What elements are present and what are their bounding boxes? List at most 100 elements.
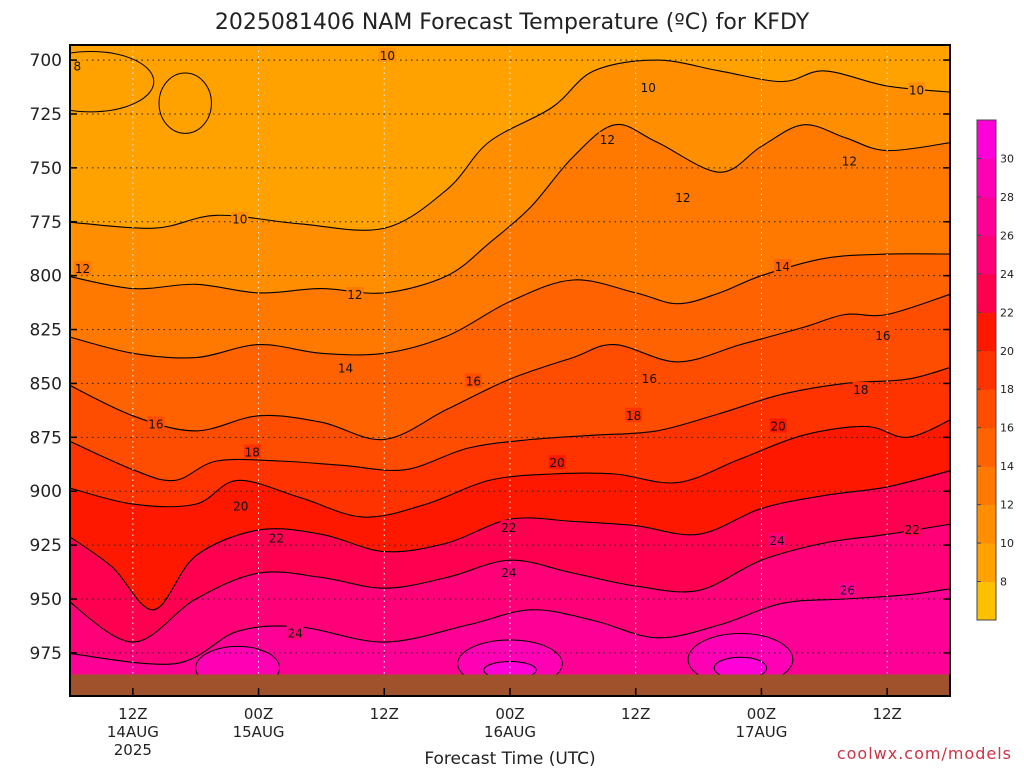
colorbar-swatch-2 [977,504,996,544]
contour-label-bg-9 [346,287,364,302]
colorbar-swatch-12 [977,120,996,159]
contour-label-bg-0 [72,58,83,73]
x-tick-date-3: 16AUG [484,723,536,741]
colorbar-swatch-8 [977,273,996,313]
contour-label-26: 24 [770,534,785,548]
cool-pocket-1 [158,72,212,134]
contour-label-bg-1 [378,47,396,62]
y-tick-label-925: 925 [30,536,62,556]
colorbar: 8 10 12 14 16 18 20 22 24 26 28 30 [976,119,1014,621]
contour-label-10: 14 [338,361,353,375]
contour-label-9: 12 [347,288,362,302]
contour-label-bg-24 [903,522,921,537]
y-tick-label-875: 875 [30,428,62,448]
contour-label-0: 8 [74,60,82,74]
contour-label-24: 22 [905,523,920,537]
contour-label-15: 16 [148,417,163,431]
contour-label-bg-6 [598,131,616,146]
x-tick-year-0: 2025 [114,741,152,759]
x-tick-label-5: 00Z [747,705,776,723]
contour-label-11: 14 [775,260,790,274]
y-tick-label-825: 825 [30,321,62,341]
contour-label-bg-15 [147,416,165,431]
contour-label-25: 24 [501,566,516,580]
contour-label-bg-8 [840,153,858,168]
y-tick-label-850: 850 [30,374,62,394]
y-tick-label-750: 750 [30,159,62,179]
isotherm-26 [70,588,950,665]
isotherm-20 [70,419,950,518]
colorbar-swatch-10 [977,196,996,236]
contour-label-bg-16 [243,444,261,459]
x-tick-date-5: 17AUG [735,723,787,741]
colorbar-label-12: 12 [1000,499,1014,512]
colorbar-swatch-0 [977,581,996,621]
contour-label-bg-23 [500,519,518,534]
colorbar-label-10: 10 [1000,537,1014,550]
contour-labels: 8 10 10 10 10 12 12 12 12 12 14 14 16 16 16 16 18 18 18 20 2… [72,47,925,640]
x-tick-date-0: 14AUG [107,723,159,741]
y-tick-label-800: 800 [30,267,62,287]
y-tick-label-975: 975 [30,644,62,664]
cool-pockets [70,50,212,134]
colorbar-label-26: 26 [1000,229,1014,242]
x-axis-label: Forecast Time (UTC) [424,749,595,768]
contour-label-bg-25 [500,565,518,580]
contour-label-17: 18 [626,409,641,423]
contour-label-6: 12 [600,133,615,147]
contour-label-bg-10 [337,360,355,375]
y-tick-label-700: 700 [30,51,62,71]
colorbar-swatch-3 [977,466,996,506]
colorbar-swatch-9 [977,235,996,275]
contour-label-19: 20 [233,499,248,513]
contour-label-20: 20 [550,456,565,470]
x-tick-label-1: 00Z [244,705,273,723]
contour-label-5: 12 [75,262,90,276]
colorbar-label-24: 24 [1000,268,1014,281]
contour-label-bg-20 [548,455,566,470]
colorbar-swatch-5 [977,389,996,429]
credit-text: coolwx.com/models [837,744,1012,763]
isotherm-24 [70,523,950,643]
colorbar-label-18: 18 [1000,383,1014,396]
colorbar-label-28: 28 [1000,191,1014,204]
y-tick-label-725: 725 [30,105,62,125]
x-tick-date-1: 15AUG [233,723,285,741]
contour-label-21: 20 [771,420,786,434]
y-tick-label-900: 900 [30,482,62,502]
chart-title: 2025081406 NAM Forecast Temperature (ºC)… [215,10,810,35]
colorbar-swatch-11 [977,158,996,198]
isotherm-12 [70,123,950,294]
contour-label-bg-13 [640,371,658,386]
contour-label-4: 10 [232,213,247,227]
contour-label-8: 12 [842,154,857,168]
contour-label-bg-26 [768,532,786,547]
isotherm-10 [70,59,950,231]
contour-label-18: 18 [853,383,868,397]
contour-label-7: 12 [675,191,690,205]
contour-label-bg-28 [838,582,856,597]
colorbar-frame [976,119,997,621]
isotherm-18 [70,366,950,482]
contour-label-27: 24 [288,626,303,640]
colorbar-label-20: 20 [1000,345,1014,358]
contour-label-16: 18 [245,445,260,459]
contour-label-3: 10 [909,83,924,97]
contour-label-23: 22 [501,521,516,535]
plot-area: 8 10 10 10 10 12 12 12 12 12 14 14 16 16 16 16 18 18 18 20 2… [70,45,950,696]
contour-label-2: 10 [641,81,656,95]
colorbar-label-22: 22 [1000,306,1014,319]
contour-label-28: 26 [840,583,855,597]
x-tick-label-2: 12Z [370,705,399,723]
colorbar-label-8: 8 [1000,576,1007,589]
contour-label-bg-21 [769,418,787,433]
y-tick-label-950: 950 [30,590,62,610]
cool-pocket-0 [70,50,155,113]
contour-label-bg-4 [231,211,249,226]
contour-label-13: 16 [642,372,657,386]
contour-label-bg-5 [74,261,92,276]
contour-label-bg-2 [639,80,657,95]
colorbar-swatch-6 [977,350,996,390]
grid-lines [70,45,950,696]
